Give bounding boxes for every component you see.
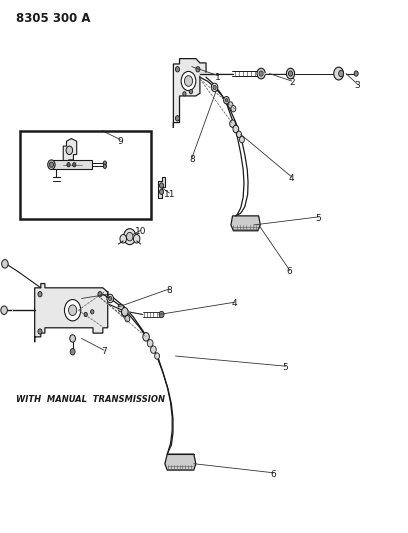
Circle shape bbox=[175, 67, 180, 72]
Circle shape bbox=[354, 71, 358, 76]
Circle shape bbox=[67, 163, 70, 167]
Text: 11: 11 bbox=[164, 190, 175, 199]
Circle shape bbox=[107, 294, 113, 303]
Circle shape bbox=[122, 310, 126, 317]
Circle shape bbox=[98, 292, 102, 297]
Circle shape bbox=[225, 99, 228, 102]
Circle shape bbox=[124, 229, 136, 245]
Circle shape bbox=[103, 161, 106, 165]
Text: 10: 10 bbox=[135, 228, 146, 236]
Polygon shape bbox=[165, 454, 196, 470]
Circle shape bbox=[334, 67, 344, 80]
Circle shape bbox=[189, 90, 193, 94]
Circle shape bbox=[257, 68, 265, 79]
Polygon shape bbox=[158, 177, 165, 198]
Circle shape bbox=[118, 304, 124, 312]
Text: 2: 2 bbox=[289, 78, 295, 87]
Circle shape bbox=[288, 71, 293, 76]
Circle shape bbox=[213, 85, 216, 90]
Circle shape bbox=[48, 160, 55, 169]
Circle shape bbox=[230, 120, 235, 127]
Circle shape bbox=[231, 106, 236, 112]
Circle shape bbox=[237, 131, 242, 138]
Circle shape bbox=[2, 260, 8, 268]
Circle shape bbox=[196, 67, 200, 72]
Polygon shape bbox=[51, 160, 92, 169]
Circle shape bbox=[175, 116, 180, 121]
Circle shape bbox=[183, 92, 186, 96]
Circle shape bbox=[228, 102, 233, 108]
Bar bbox=[20, 131, 151, 219]
Circle shape bbox=[155, 353, 160, 359]
Text: 1: 1 bbox=[215, 73, 221, 82]
Circle shape bbox=[66, 146, 73, 155]
Text: 7: 7 bbox=[101, 348, 107, 356]
Circle shape bbox=[126, 232, 133, 241]
Circle shape bbox=[122, 308, 128, 316]
Text: 5: 5 bbox=[315, 214, 321, 223]
Text: WITH  MANUAL  TRANSMISSION: WITH MANUAL TRANSMISSION bbox=[16, 395, 165, 404]
Circle shape bbox=[69, 305, 77, 316]
Circle shape bbox=[133, 235, 140, 243]
Text: 6: 6 bbox=[287, 268, 293, 276]
Polygon shape bbox=[63, 139, 77, 165]
Circle shape bbox=[159, 311, 164, 318]
Circle shape bbox=[103, 164, 106, 168]
Circle shape bbox=[70, 335, 75, 342]
Circle shape bbox=[233, 125, 239, 133]
Text: 3: 3 bbox=[354, 81, 360, 90]
Circle shape bbox=[91, 310, 94, 314]
Text: 6: 6 bbox=[271, 470, 276, 479]
Circle shape bbox=[143, 333, 149, 341]
Text: 8: 8 bbox=[189, 156, 195, 164]
Circle shape bbox=[64, 300, 81, 321]
Text: 4: 4 bbox=[232, 300, 237, 308]
Circle shape bbox=[84, 312, 87, 317]
Circle shape bbox=[160, 183, 164, 188]
Circle shape bbox=[339, 70, 344, 77]
Circle shape bbox=[160, 189, 164, 195]
Circle shape bbox=[184, 76, 193, 86]
Circle shape bbox=[73, 163, 76, 167]
Text: 9: 9 bbox=[118, 137, 123, 146]
Circle shape bbox=[211, 83, 218, 92]
Circle shape bbox=[120, 235, 126, 243]
Text: 1: 1 bbox=[105, 292, 111, 300]
Circle shape bbox=[125, 316, 130, 322]
Circle shape bbox=[224, 96, 229, 104]
Circle shape bbox=[38, 292, 42, 297]
Text: 8: 8 bbox=[166, 286, 172, 295]
Circle shape bbox=[38, 329, 42, 334]
Circle shape bbox=[286, 68, 295, 79]
Circle shape bbox=[239, 136, 244, 143]
Circle shape bbox=[49, 162, 53, 167]
Circle shape bbox=[147, 340, 153, 347]
Polygon shape bbox=[231, 216, 260, 231]
Circle shape bbox=[1, 306, 7, 314]
Text: 8305 300 A: 8305 300 A bbox=[16, 12, 91, 25]
Text: 5: 5 bbox=[283, 364, 288, 372]
Polygon shape bbox=[173, 59, 206, 128]
Circle shape bbox=[181, 71, 196, 91]
Circle shape bbox=[70, 349, 75, 355]
Circle shape bbox=[151, 346, 156, 353]
Polygon shape bbox=[35, 284, 108, 342]
Text: 4: 4 bbox=[289, 174, 295, 183]
Circle shape bbox=[259, 71, 263, 76]
Circle shape bbox=[109, 296, 112, 301]
